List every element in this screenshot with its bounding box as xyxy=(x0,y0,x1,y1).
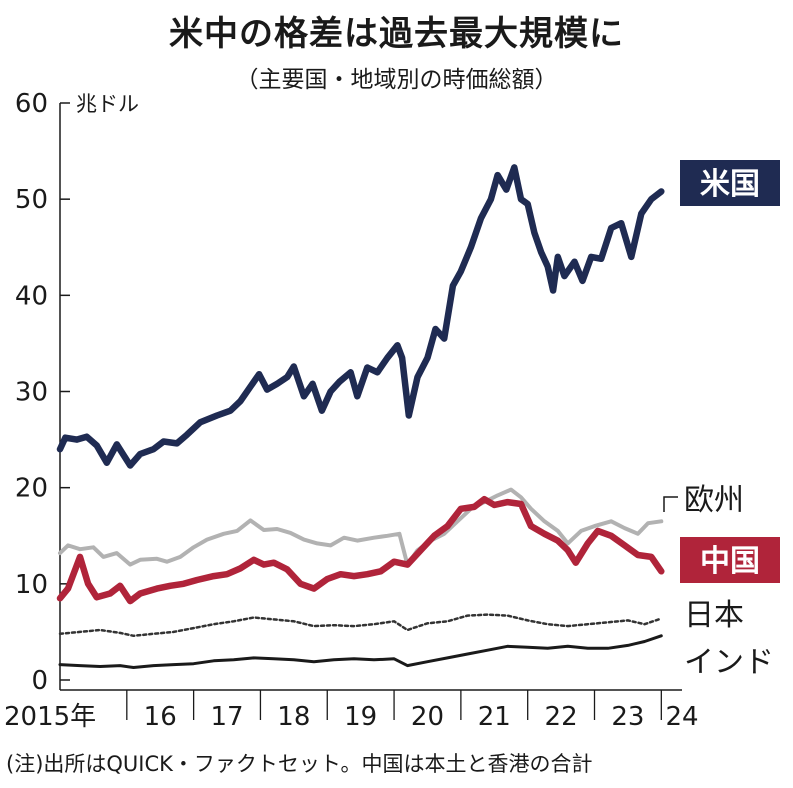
x-tick-label: 22 xyxy=(545,702,578,732)
x-tick-label: 18 xyxy=(277,702,310,732)
x-tick-label: 23 xyxy=(611,702,644,732)
y-tick-label: 40 xyxy=(15,281,48,311)
x-tick-label: 19 xyxy=(344,702,377,732)
series-line xyxy=(56,164,665,469)
series-label: 欧州 xyxy=(684,483,744,518)
x-tick-label: 16 xyxy=(144,702,177,732)
x-tick-label: 20 xyxy=(411,702,444,732)
series-label: インド xyxy=(684,645,774,680)
x-tick-label: 17 xyxy=(210,702,243,732)
series-line xyxy=(58,613,663,638)
series-line xyxy=(56,495,665,605)
y-axis-unit-label: 兆ドル xyxy=(76,92,139,116)
series-label-box xyxy=(680,160,780,206)
x-tick-label: 24 xyxy=(665,702,698,732)
series-line xyxy=(58,487,664,567)
y-tick-label: 10 xyxy=(15,570,48,600)
series-label: 米国 xyxy=(700,167,760,202)
europe-leader-line xyxy=(663,496,678,512)
y-tick-label: 60 xyxy=(15,89,48,119)
chart-note: (注)出所はQUICK・ファクトセット。中国は本土と香港の合計 xyxy=(6,752,593,776)
series-label: 日本 xyxy=(684,598,744,633)
x-tick-label: 2015年 xyxy=(4,702,96,732)
y-tick-label: 0 xyxy=(31,666,48,696)
chart-title: 米中の格差は過去最大規模に xyxy=(169,14,624,54)
series-label-box xyxy=(680,537,780,583)
series-label: 中国 xyxy=(700,544,760,579)
y-tick-label: 20 xyxy=(15,474,48,504)
series-line xyxy=(58,634,663,669)
chart-subtitle: （主要国・地域別の時価総額） xyxy=(235,67,558,93)
y-tick-label: 50 xyxy=(15,185,48,215)
x-tick-label: 21 xyxy=(478,702,511,732)
y-tick-label: 30 xyxy=(15,378,48,408)
